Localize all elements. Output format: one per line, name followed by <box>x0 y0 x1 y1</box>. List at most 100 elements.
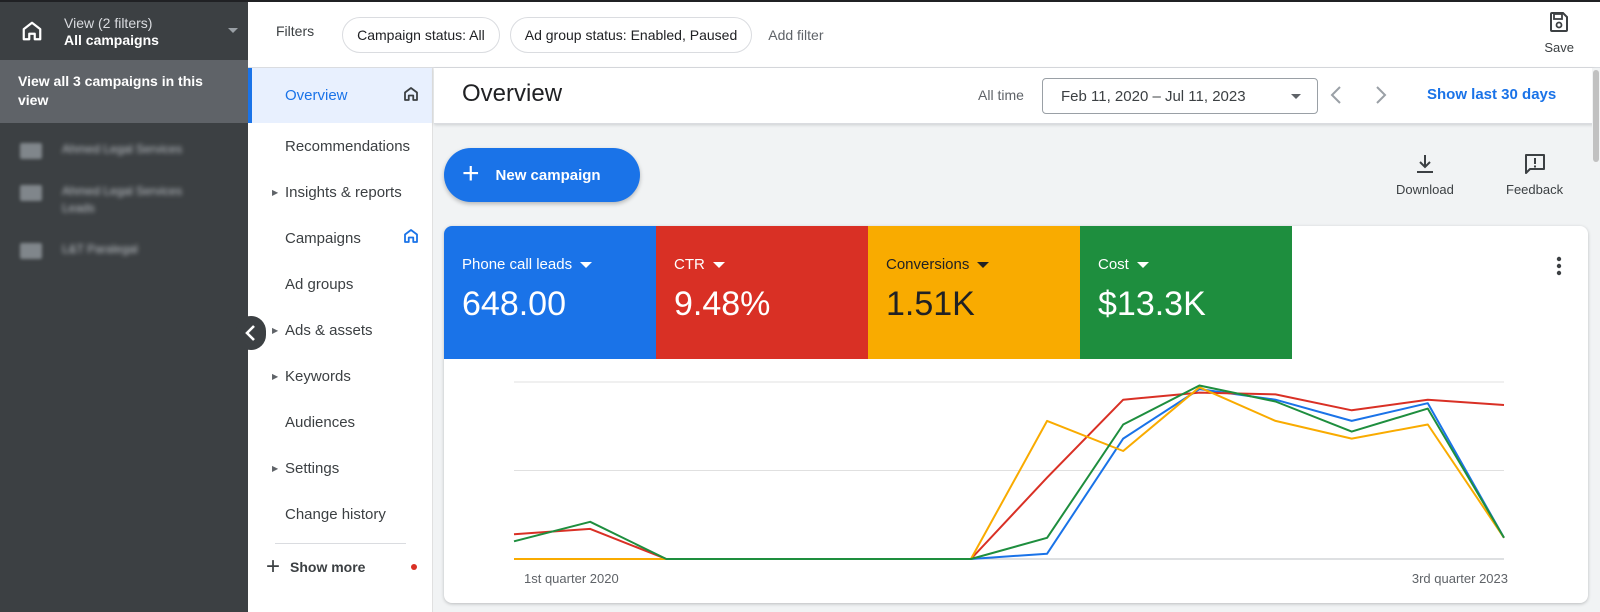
metric-value: 1.51K <box>886 285 975 323</box>
expand-arrow-icon: ▶ <box>272 325 279 335</box>
filters-label: Filters <box>276 22 315 39</box>
page-title: Overview <box>462 80 563 107</box>
scrollbar[interactable] <box>1592 68 1600 612</box>
account-panel: View (2 filters) All campaigns View all … <box>0 0 248 612</box>
save-button[interactable]: Save <box>1544 10 1574 55</box>
expand-arrow-icon: ▶ <box>272 371 279 381</box>
save-label: Save <box>1544 40 1574 55</box>
view-label: View (2 filters) <box>64 14 153 31</box>
more-options-button[interactable] <box>1556 256 1562 281</box>
x-tick-label: 1st quarter 2020 <box>524 571 619 586</box>
caret-down-icon <box>1136 261 1149 268</box>
plus-icon: + <box>462 156 480 190</box>
filter-chip-ad-group-status[interactable]: Ad group status: Enabled, Paused <box>509 16 753 53</box>
chevron-left-icon <box>245 325 255 341</box>
expand-arrow-icon: ▶ <box>272 187 279 197</box>
metric-value: $13.3K <box>1098 285 1206 323</box>
metric-value: 9.48% <box>674 285 771 323</box>
nav-item-label: Change history <box>285 505 386 523</box>
nav-item-insights-reports[interactable]: ▶ Insights & reports <box>248 169 432 215</box>
new-campaign-button[interactable]: + New campaign <box>444 148 640 202</box>
caret-down-icon <box>580 261 593 268</box>
feedback-button[interactable]: Feedback <box>1506 152 1563 197</box>
campaign-item[interactable]: Ahmed Legal Services <box>0 129 248 171</box>
filter-chip-campaign-status[interactable]: Campaign status: All <box>342 16 500 53</box>
collapse-menu-button[interactable] <box>236 316 266 350</box>
caret-down-icon <box>977 261 990 268</box>
date-range-value: Feb 11, 2020 – Jul 11, 2023 <box>1061 87 1246 105</box>
new-campaign-label: New campaign <box>495 166 601 184</box>
show-more-button[interactable]: + Show more <box>248 544 432 590</box>
metric-selector[interactable]: Cost <box>1098 256 1274 273</box>
nav-item-recommendations[interactable]: Recommendations <box>248 123 432 169</box>
series-line <box>513 391 1505 560</box>
view-all-campaigns[interactable]: View all 3 campaigns in this view <box>0 60 248 123</box>
line-chart: 1st quarter 2020 3rd quarter 2023 <box>513 381 1508 586</box>
nav-item-overview[interactable]: Overview <box>248 68 432 123</box>
nav-item-ads-assets[interactable]: ▶ Ads & assets <box>248 307 432 353</box>
chevron-down-icon[interactable] <box>218 27 248 35</box>
campaign-item[interactable]: L&T Paralegal <box>0 229 248 271</box>
show-more-label: Show more <box>290 559 366 575</box>
campaign-type-icon <box>20 143 42 159</box>
nav-item-keywords[interactable]: ▶ Keywords <box>248 353 432 399</box>
download-icon <box>1416 155 1433 173</box>
metric-tile[interactable]: Phone call leads 648.00 <box>444 226 656 359</box>
view-selector[interactable]: View (2 filters) All campaigns <box>0 0 248 60</box>
date-range-label: All time <box>978 87 1024 103</box>
chevron-right-icon <box>1376 86 1387 104</box>
nav-item-label: Settings <box>285 459 340 477</box>
caret-down-icon <box>1291 94 1301 99</box>
campaign-name: Ahmed Legal Services Leads <box>62 184 183 215</box>
metric-tile[interactable]: Conversions 1.51K <box>868 226 1080 359</box>
nav-item-label: Ads & assets <box>285 321 373 339</box>
more-vert-icon <box>1556 256 1562 276</box>
feedback-icon <box>1524 154 1545 174</box>
download-button[interactable]: Download <box>1396 152 1454 197</box>
date-range-select[interactable]: Feb 11, 2020 – Jul 11, 2023 <box>1042 78 1318 114</box>
feedback-label: Feedback <box>1506 182 1564 197</box>
metric-label: Phone call leads <box>462 256 573 273</box>
metric-selector[interactable]: Phone call leads <box>462 256 638 273</box>
metric-selector[interactable]: Conversions <box>886 256 1062 273</box>
caret-down-icon <box>712 261 725 268</box>
campaign-name: Ahmed Legal Services <box>62 142 183 156</box>
metric-label: CTR <box>674 256 705 273</box>
nav-item-campaigns[interactable]: Campaigns <box>248 215 432 261</box>
metric-selector[interactable]: CTR <box>674 256 850 273</box>
campaign-item[interactable]: Ahmed Legal Services Leads <box>0 171 248 229</box>
x-tick-label: 3rd quarter 2023 <box>1412 571 1508 586</box>
nav-item-label: Audiences <box>285 413 356 431</box>
series-line <box>514 386 1505 560</box>
campaign-type-icon <box>20 185 42 201</box>
home-icon[interactable] <box>0 20 64 42</box>
next-period-button[interactable] <box>1374 84 1388 111</box>
nav-item-audiences[interactable]: Audiences <box>248 399 432 445</box>
overview-header: Overview All time Feb 11, 2020 – Jul 11,… <box>434 68 1594 124</box>
performance-card: Phone call leads 648.00 CTR 9.48% Conversion… <box>444 226 1588 603</box>
nav-item-change-history[interactable]: Change history <box>248 491 432 537</box>
nav-item-ad-groups[interactable]: Ad groups <box>248 261 432 307</box>
metric-tile[interactable]: Cost $13.3K <box>1080 226 1292 359</box>
expand-arrow-icon: ▶ <box>272 463 279 473</box>
chevron-left-icon <box>1330 86 1341 104</box>
save-icon <box>1550 12 1569 32</box>
nav-item-label: Recommendations <box>285 137 411 155</box>
previous-period-button[interactable] <box>1329 84 1343 111</box>
show-last-30-days-link[interactable]: Show last 30 days <box>1427 86 1557 103</box>
download-label: Download <box>1396 182 1454 197</box>
campaign-type-icon <box>20 243 42 259</box>
nav-item-label: Insights & reports <box>285 183 402 201</box>
home-icon <box>402 85 420 107</box>
scrollbar-thumb[interactable] <box>1593 70 1599 162</box>
metric-value: 648.00 <box>462 285 566 323</box>
nav-item-label: Ad groups <box>285 275 354 293</box>
metric-label: Conversions <box>886 256 970 273</box>
metric-label: Cost <box>1098 256 1129 273</box>
campaign-name: L&T Paralegal <box>62 242 138 256</box>
metric-tile[interactable]: CTR 9.48% <box>656 226 868 359</box>
add-filter-button[interactable]: Add filter <box>768 26 824 43</box>
nav-item-settings[interactable]: ▶ Settings <box>248 445 432 491</box>
nav-divider <box>275 543 406 544</box>
notification-dot <box>411 564 417 570</box>
